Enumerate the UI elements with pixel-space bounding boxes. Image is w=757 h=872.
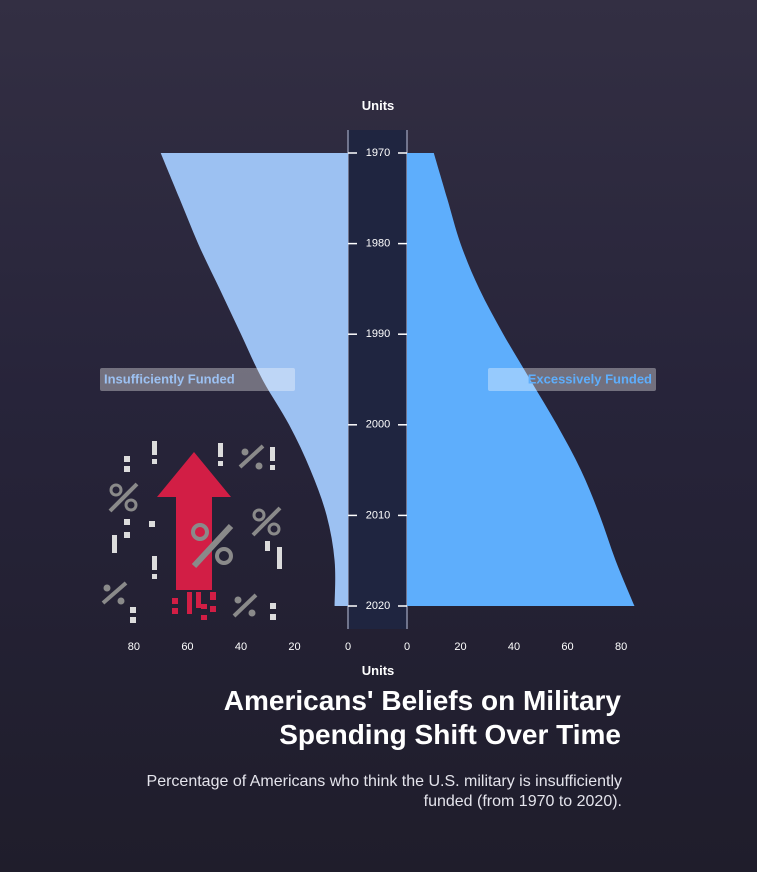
label-text-right: Excessively Funded — [528, 371, 652, 386]
chart-title: Americans' Beliefs on Military Spending … — [223, 685, 621, 750]
year-label: 1980 — [366, 238, 390, 250]
x-tick-label-right: 20 — [454, 641, 466, 653]
x-tick-label-right: 80 — [615, 641, 627, 653]
percent-icon — [232, 593, 258, 618]
up-arrow-icon — [157, 452, 231, 590]
x-tick-label-left: 0 — [345, 641, 351, 653]
year-label: 2000 — [366, 419, 390, 431]
year-label: 1970 — [366, 147, 390, 159]
arrow-pixels-icon — [172, 592, 216, 620]
percent-icon — [108, 482, 139, 513]
x-tick-label-left: 80 — [128, 641, 140, 653]
label-box-right — [488, 368, 656, 391]
percent-icon — [251, 506, 282, 537]
year-label: 1990 — [366, 328, 390, 340]
y-axis-title: Units — [362, 98, 395, 113]
pictogram — [101, 441, 282, 623]
percent-icon — [191, 523, 234, 569]
area-left-insufficiently-funded — [160, 153, 348, 606]
label-text-left: Insufficiently Funded — [104, 371, 235, 386]
percent-icon — [101, 581, 128, 605]
x-tick-label-right: 60 — [561, 641, 573, 653]
area-right-excessively-funded — [407, 153, 635, 606]
x-axis-title: Units — [362, 663, 395, 678]
center-band — [348, 130, 407, 629]
label-excessively-funded: Excessively Funded — [488, 368, 656, 391]
x-tick-label-right: 0 — [404, 641, 410, 653]
label-box-left — [100, 368, 295, 391]
x-tick-label-left: 20 — [288, 641, 300, 653]
percent-icon — [238, 444, 265, 470]
x-tick-label-left: 60 — [181, 641, 193, 653]
exclamation-icon — [112, 441, 282, 623]
chart-subtitle: Percentage of Americans who think the U.… — [146, 773, 622, 810]
x-tick-label-right: 40 — [508, 641, 520, 653]
year-label: 2020 — [366, 600, 390, 612]
x-tick-label-left: 40 — [235, 641, 247, 653]
year-label: 2010 — [366, 509, 390, 521]
label-insufficiently-funded: Insufficiently Funded — [100, 368, 295, 391]
